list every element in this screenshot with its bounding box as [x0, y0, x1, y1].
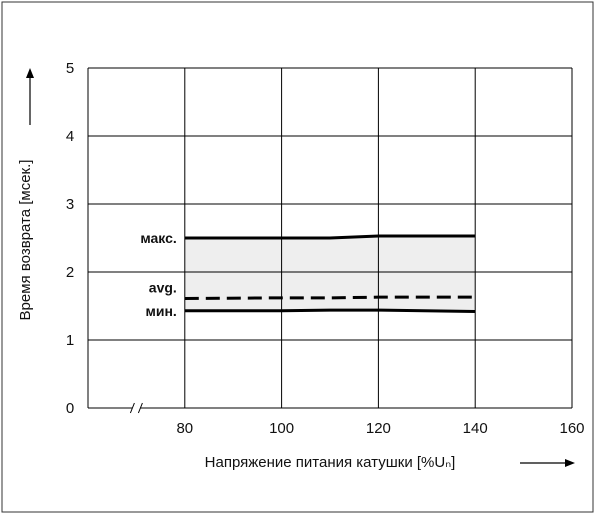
y-tick-label: 1 — [66, 332, 74, 349]
x-tick-label: 80 — [176, 420, 193, 437]
axis-break — [129, 402, 143, 414]
y-axis-label: Время возврата [мсек.] — [17, 160, 34, 321]
y-tick-label: 5 — [66, 60, 74, 77]
x-tick-label: 160 — [559, 420, 584, 437]
range-band — [184, 235, 476, 312]
series-line — [184, 295, 476, 301]
y-tick-label: 3 — [66, 196, 74, 213]
x-axis-label: Напряжение питания катушки [%Uₙ] — [205, 454, 456, 471]
x-tick-label: 140 — [463, 420, 488, 437]
x-tick-label: 100 — [269, 420, 294, 437]
x-arrow-head — [565, 459, 575, 467]
x-tick-label: 120 — [366, 420, 391, 437]
axis-break-gap — [132, 404, 141, 412]
series-label: мин. — [145, 303, 176, 319]
series-label: avg. — [149, 280, 177, 296]
y-tick-label: 4 — [66, 128, 74, 145]
series-line — [184, 234, 476, 240]
y-tick-label: 2 — [66, 264, 74, 281]
series-line — [184, 308, 476, 313]
y-arrow-head — [26, 68, 34, 78]
y-tick-label: 0 — [66, 400, 74, 417]
series-label: макс. — [140, 230, 176, 246]
